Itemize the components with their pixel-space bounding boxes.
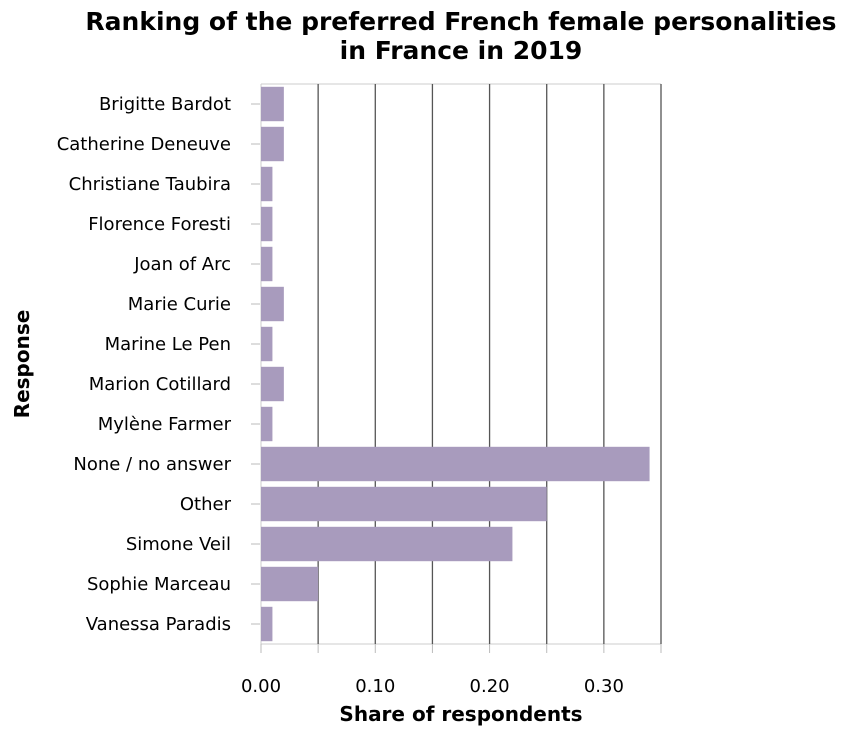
bar	[261, 206, 273, 242]
y-axis: Brigitte Bardot Catherine Deneuve Christia…	[57, 94, 260, 635]
y-tick-label: Marion Cotillard	[89, 374, 231, 395]
bar	[261, 406, 273, 442]
y-axis-title: Response	[10, 310, 34, 419]
y-tick-label: Other	[180, 494, 232, 515]
gridlines	[317, 84, 662, 644]
y-tick-label: None / no answer	[73, 454, 231, 475]
chart-title-line-1: Ranking of the preferred French female p…	[85, 7, 836, 36]
bar	[261, 286, 284, 322]
bar	[261, 566, 319, 602]
y-tick-label: Sophie Marceau	[87, 574, 231, 595]
y-tick-label: Marie Curie	[128, 294, 231, 315]
y-tick-label: Marine Le Pen	[105, 334, 231, 355]
bar	[261, 526, 513, 562]
y-tick-label: Simone Veil	[126, 534, 231, 555]
bar	[261, 606, 273, 642]
y-tick-label: Joan of Arc	[133, 254, 231, 275]
bars	[261, 86, 650, 642]
x-axis: 0.00 0.10 0.20 0.30	[241, 644, 662, 697]
y-tick-label: Mylène Farmer	[98, 414, 232, 435]
bar	[261, 446, 650, 482]
x-tick-label: 0.20	[470, 676, 510, 697]
y-tick-label: Catherine Deneuve	[57, 134, 231, 155]
x-axis-title: Share of respondents	[339, 702, 582, 726]
bar	[261, 166, 273, 202]
x-tick-label: 0.10	[355, 676, 395, 697]
bar	[261, 486, 547, 522]
bar	[261, 366, 284, 402]
bar	[261, 86, 284, 122]
bar	[261, 326, 273, 362]
y-tick-label: Florence Foresti	[88, 214, 231, 235]
bar	[261, 126, 284, 162]
y-tick-label: Christiane Taubira	[69, 174, 231, 195]
chart-title-line-2: in France in 2019	[340, 36, 583, 65]
x-tick-label: 0.00	[241, 676, 281, 697]
bar	[261, 246, 273, 282]
y-tick-label: Brigitte Bardot	[99, 94, 231, 115]
y-tick-label: Vanessa Paradis	[86, 614, 231, 635]
x-tick-label: 0.30	[584, 676, 624, 697]
